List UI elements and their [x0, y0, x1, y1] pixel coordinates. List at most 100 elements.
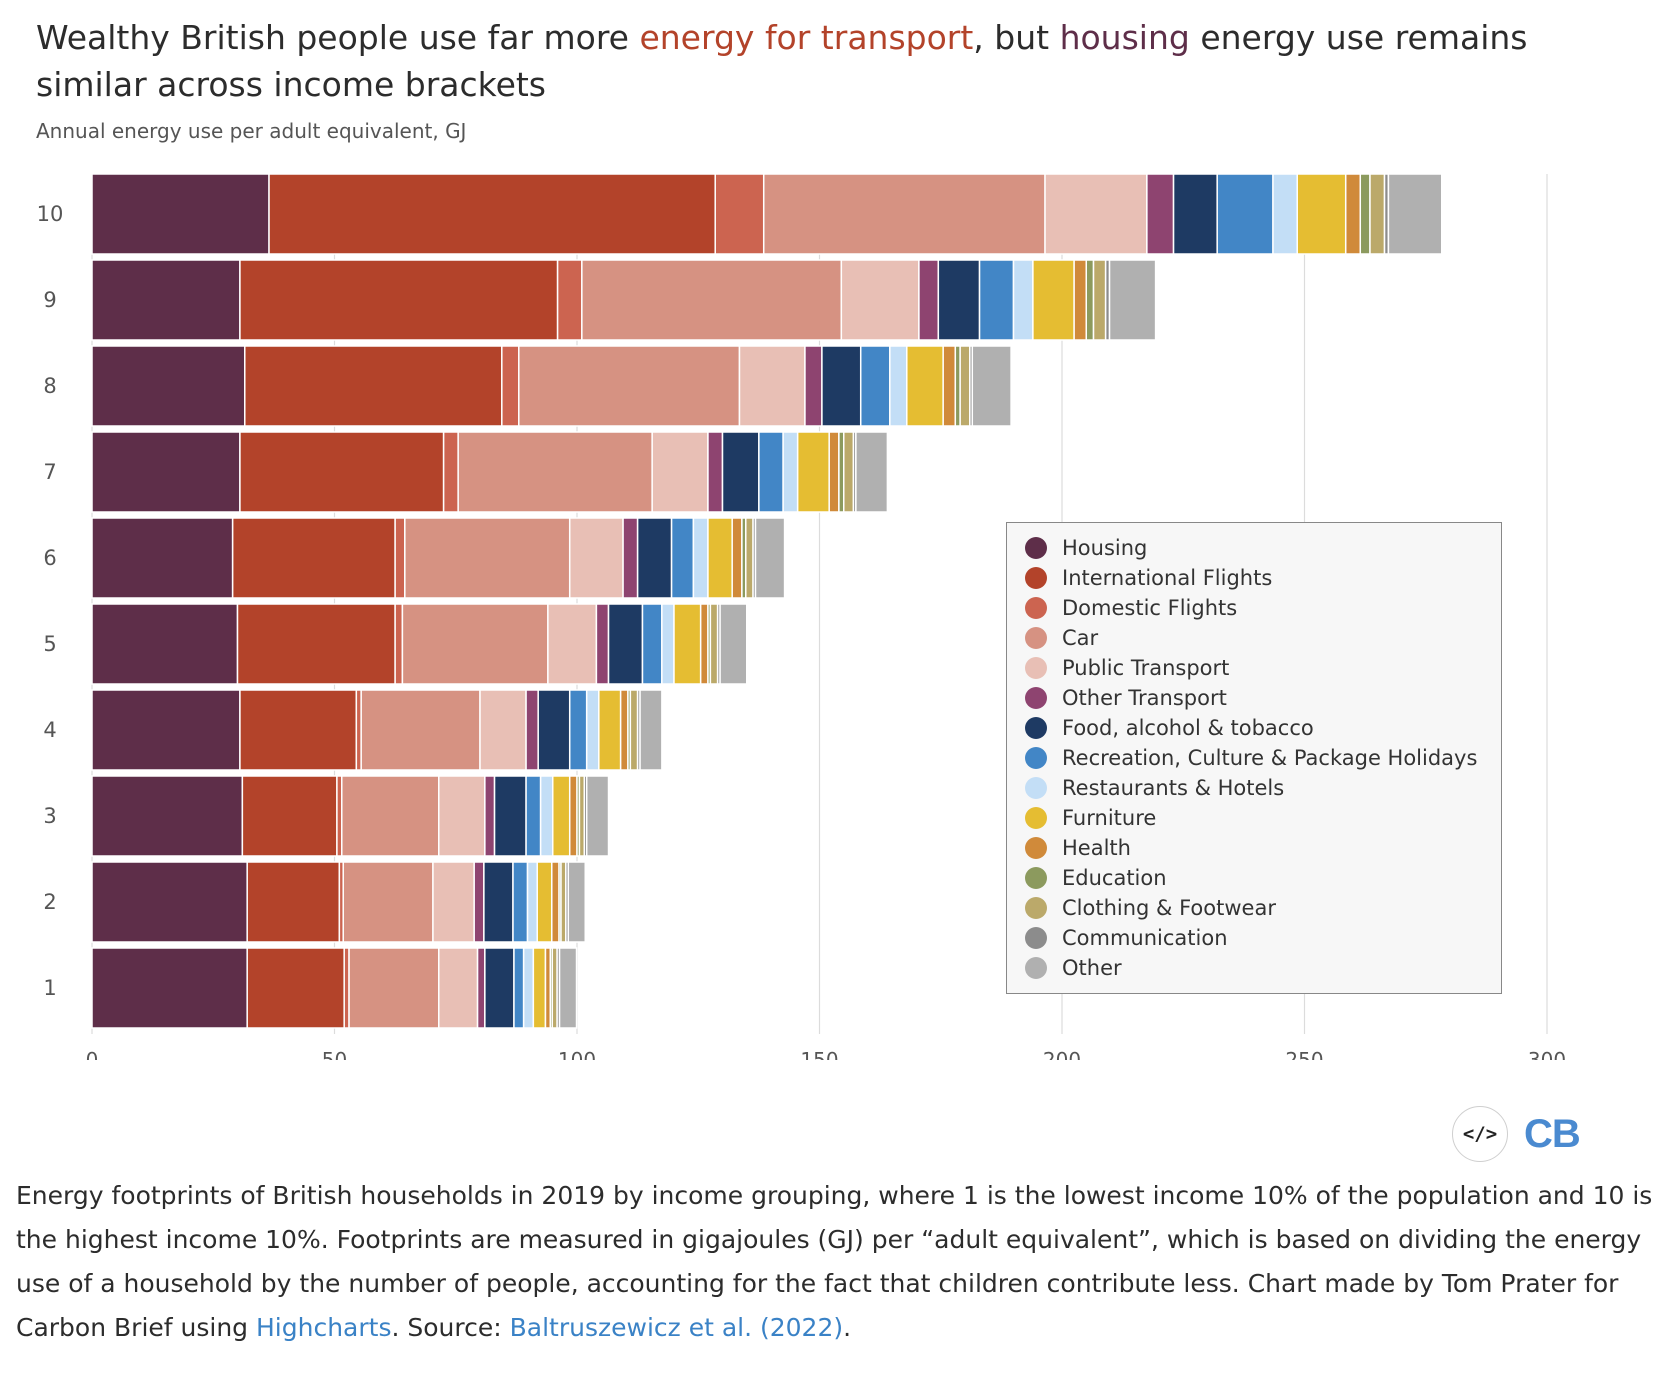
bar-segment[interactable]: Other Transport (9): 4: [918, 259, 940, 341]
bar-segment[interactable]: Housing (10): 36.5: [91, 173, 270, 255]
bar-segment[interactable]: Food, alcohol & tobacco (1): 6: [484, 947, 515, 1029]
bar-segment[interactable]: Other (2): 3.5: [567, 861, 586, 943]
bar-segment[interactable]: Food, alcohol & tobacco (2): 6: [483, 861, 514, 943]
bar-segment[interactable]: Clothing & Footwear (9): 2.5: [1092, 259, 1107, 341]
bar-segment[interactable]: Furniture (7): 6.5: [796, 431, 830, 513]
bar-segment[interactable]: Car (5): 30: [401, 603, 549, 685]
bar-segment[interactable]: Furniture (4): 4.5: [598, 689, 622, 771]
bar-segment[interactable]: Domestic Flights (7): 3: [442, 431, 459, 513]
bar-segment[interactable]: Health (10): 3: [1344, 173, 1362, 255]
code-embed-icon[interactable]: </>: [1452, 1106, 1508, 1162]
bar-segment[interactable]: Restaurants & Hotels (4): 2.5: [585, 689, 600, 771]
bar-segment[interactable]: Restaurants & Hotels (8): 3.5: [889, 345, 908, 427]
bar-segment[interactable]: International Flights (4): 24: [239, 689, 358, 771]
bar-segment[interactable]: Recreation, Culture & Package Holidays (…: [641, 603, 663, 685]
bar-segment[interactable]: Other (4): 4.5: [639, 689, 663, 771]
bar-segment[interactable]: Restaurants & Hotels (10): 5: [1272, 173, 1298, 255]
bar-segment[interactable]: Furniture (1): 2.5: [532, 947, 547, 1029]
bar-segment[interactable]: Health (2): 1.5: [551, 861, 560, 943]
bar-segment[interactable]: Other (10): 11: [1387, 173, 1443, 255]
bar-segment[interactable]: Furniture (5): 5.5: [673, 603, 702, 685]
bar-segment[interactable]: Health (3): 1.5: [568, 775, 578, 857]
bar-segment[interactable]: Domestic Flights (10): 10: [714, 173, 765, 255]
bar-segment[interactable]: Recreation, Culture & Package Holidays (…: [859, 345, 891, 427]
bar-segment[interactable]: Recreation, Culture & Package Holidays (…: [512, 861, 529, 943]
bar-segment[interactable]: Other Transport (10): 5.5: [1146, 173, 1175, 255]
bar-segment[interactable]: Recreation, Culture & Package Holidays (…: [978, 259, 1015, 341]
bar-segment[interactable]: Clothing & Footwear (4): 1.5: [629, 689, 639, 771]
legend-item[interactable]: Recreation, Culture & Package Holidays: [1025, 743, 1501, 773]
bar-segment[interactable]: International Flights (3): 19.5: [241, 775, 338, 857]
bar-segment[interactable]: Recreation, Culture & Package Holidays (…: [758, 431, 784, 513]
bar-segment[interactable]: Domestic Flights (9): 5: [556, 259, 583, 341]
bar-segment[interactable]: Other (8): 8: [971, 345, 1012, 427]
bar-segment[interactable]: Other Transport (3): 2: [484, 775, 496, 857]
bar-segment[interactable]: International Flights (9): 65.5: [239, 259, 559, 341]
bar-segment[interactable]: Furniture (9): 8.5: [1032, 259, 1075, 341]
bar-segment[interactable]: Food, alcohol & tobacco (8): 8: [821, 345, 862, 427]
legend-item[interactable]: Car: [1025, 623, 1501, 653]
bar-segment[interactable]: Car (7): 40: [457, 431, 653, 513]
bar-segment[interactable]: Clothing & Footwear (7): 2: [843, 431, 855, 513]
bar-segment[interactable]: Other Transport (4): 2.5: [525, 689, 539, 771]
legend-item[interactable]: Food, alcohol & tobacco: [1025, 713, 1501, 743]
bar-segment[interactable]: Public Transport (5): 10: [547, 603, 598, 685]
bar-segment[interactable]: Restaurants & Hotels (6): 3: [692, 517, 709, 599]
bar-segment[interactable]: Education (10): 2: [1359, 173, 1371, 255]
bar-segment[interactable]: Car (6): 34: [404, 517, 571, 599]
legend-item[interactable]: Communication: [1025, 923, 1501, 953]
bar-segment[interactable]: Restaurants & Hotels (7): 3: [782, 431, 799, 513]
bar-segment[interactable]: Health (6): 2: [731, 517, 743, 599]
bar-segment[interactable]: Other (1): 3.5: [558, 947, 578, 1029]
bar-segment[interactable]: Housing (3): 31: [91, 775, 244, 857]
bar-segment[interactable]: Other (9): 9.5: [1108, 259, 1157, 341]
bar-segment[interactable]: Recreation, Culture & Package Holidays (…: [513, 947, 525, 1029]
bar-segment[interactable]: Food, alcohol & tobacco (7): 7.5: [721, 431, 760, 513]
bar-segment[interactable]: Public Transport (2): 8.5: [432, 861, 475, 943]
bar-segment[interactable]: Other Transport (7): 3: [707, 431, 724, 513]
bar-segment[interactable]: Car (10): 58: [762, 173, 1046, 255]
bar-segment[interactable]: Health (9): 2.5: [1073, 259, 1087, 341]
bar-segment[interactable]: Housing (7): 30.5: [91, 431, 241, 513]
bar-segment[interactable]: Other (6): 6: [754, 517, 786, 599]
legend-item[interactable]: Clothing & Footwear: [1025, 893, 1501, 923]
bar-segment[interactable]: Food, alcohol & tobacco (4): 6.5: [537, 689, 571, 771]
bar-segment[interactable]: Recreation, Culture & Package Holidays (…: [568, 689, 588, 771]
bar-segment[interactable]: Housing (5): 30: [91, 603, 239, 685]
bar-segment[interactable]: Housing (8): 31.5: [91, 345, 246, 427]
bar-segment[interactable]: Food, alcohol & tobacco (6): 7: [636, 517, 673, 599]
bar-segment[interactable]: Other Transport (5): 2.5: [595, 603, 610, 685]
bar-segment[interactable]: Housing (1): 32: [91, 947, 248, 1029]
bar-segment[interactable]: Health (7): 2: [828, 431, 840, 513]
bar-segment[interactable]: Other (5): 5.5: [719, 603, 748, 685]
bar-segment[interactable]: Car (1): 18.5: [348, 947, 440, 1029]
bar-segment[interactable]: Other (7): 6.5: [855, 431, 889, 513]
highcharts-link[interactable]: Highcharts: [256, 1313, 392, 1342]
legend-item[interactable]: Health: [1025, 833, 1501, 863]
bar-segment[interactable]: Clothing & Footwear (5): 1.5: [709, 603, 719, 685]
bar-segment[interactable]: Public Transport (10): 21: [1044, 173, 1148, 255]
bar-segment[interactable]: Domestic Flights (8): 3.5: [501, 345, 520, 427]
bar-segment[interactable]: Clothing & Footwear (6): 1.5: [745, 517, 754, 599]
bar-segment[interactable]: International Flights (10): 92: [268, 173, 716, 255]
bar-segment[interactable]: Food, alcohol & tobacco (10): 9: [1172, 173, 1218, 255]
legend-item[interactable]: Other: [1025, 953, 1501, 983]
bar-segment[interactable]: Restaurants & Hotels (5): 2.5: [661, 603, 675, 685]
bar-segment[interactable]: Public Transport (7): 11.5: [651, 431, 709, 513]
bar-segment[interactable]: Car (8): 45.5: [518, 345, 741, 427]
bar-segment[interactable]: Car (4): 24.5: [360, 689, 481, 771]
bar-segment[interactable]: Public Transport (8): 13.5: [738, 345, 806, 427]
bar-segment[interactable]: Health (4): 1.5: [619, 689, 629, 771]
bar-segment[interactable]: Education (9): 1.5: [1085, 259, 1095, 341]
legend-item[interactable]: Education: [1025, 863, 1501, 893]
bar-segment[interactable]: Other Transport (2): 2: [473, 861, 485, 943]
bar-segment[interactable]: Health (8): 2.5: [942, 345, 957, 427]
bar-segment[interactable]: Food, alcohol & tobacco (9): 8.5: [937, 259, 981, 341]
bar-segment[interactable]: Restaurants & Hotels (3): 2.5: [539, 775, 554, 857]
legend-item[interactable]: Furniture: [1025, 803, 1501, 833]
bar-segment[interactable]: Domestic Flights (5): 1.5: [394, 603, 404, 685]
bar-segment[interactable]: Housing (6): 29: [91, 517, 234, 599]
bar-segment[interactable]: Clothing & Footwear (8): 2: [959, 345, 971, 427]
legend-item[interactable]: Other Transport: [1025, 683, 1501, 713]
bar-segment[interactable]: Restaurants & Hotels (2): 2: [526, 861, 538, 943]
